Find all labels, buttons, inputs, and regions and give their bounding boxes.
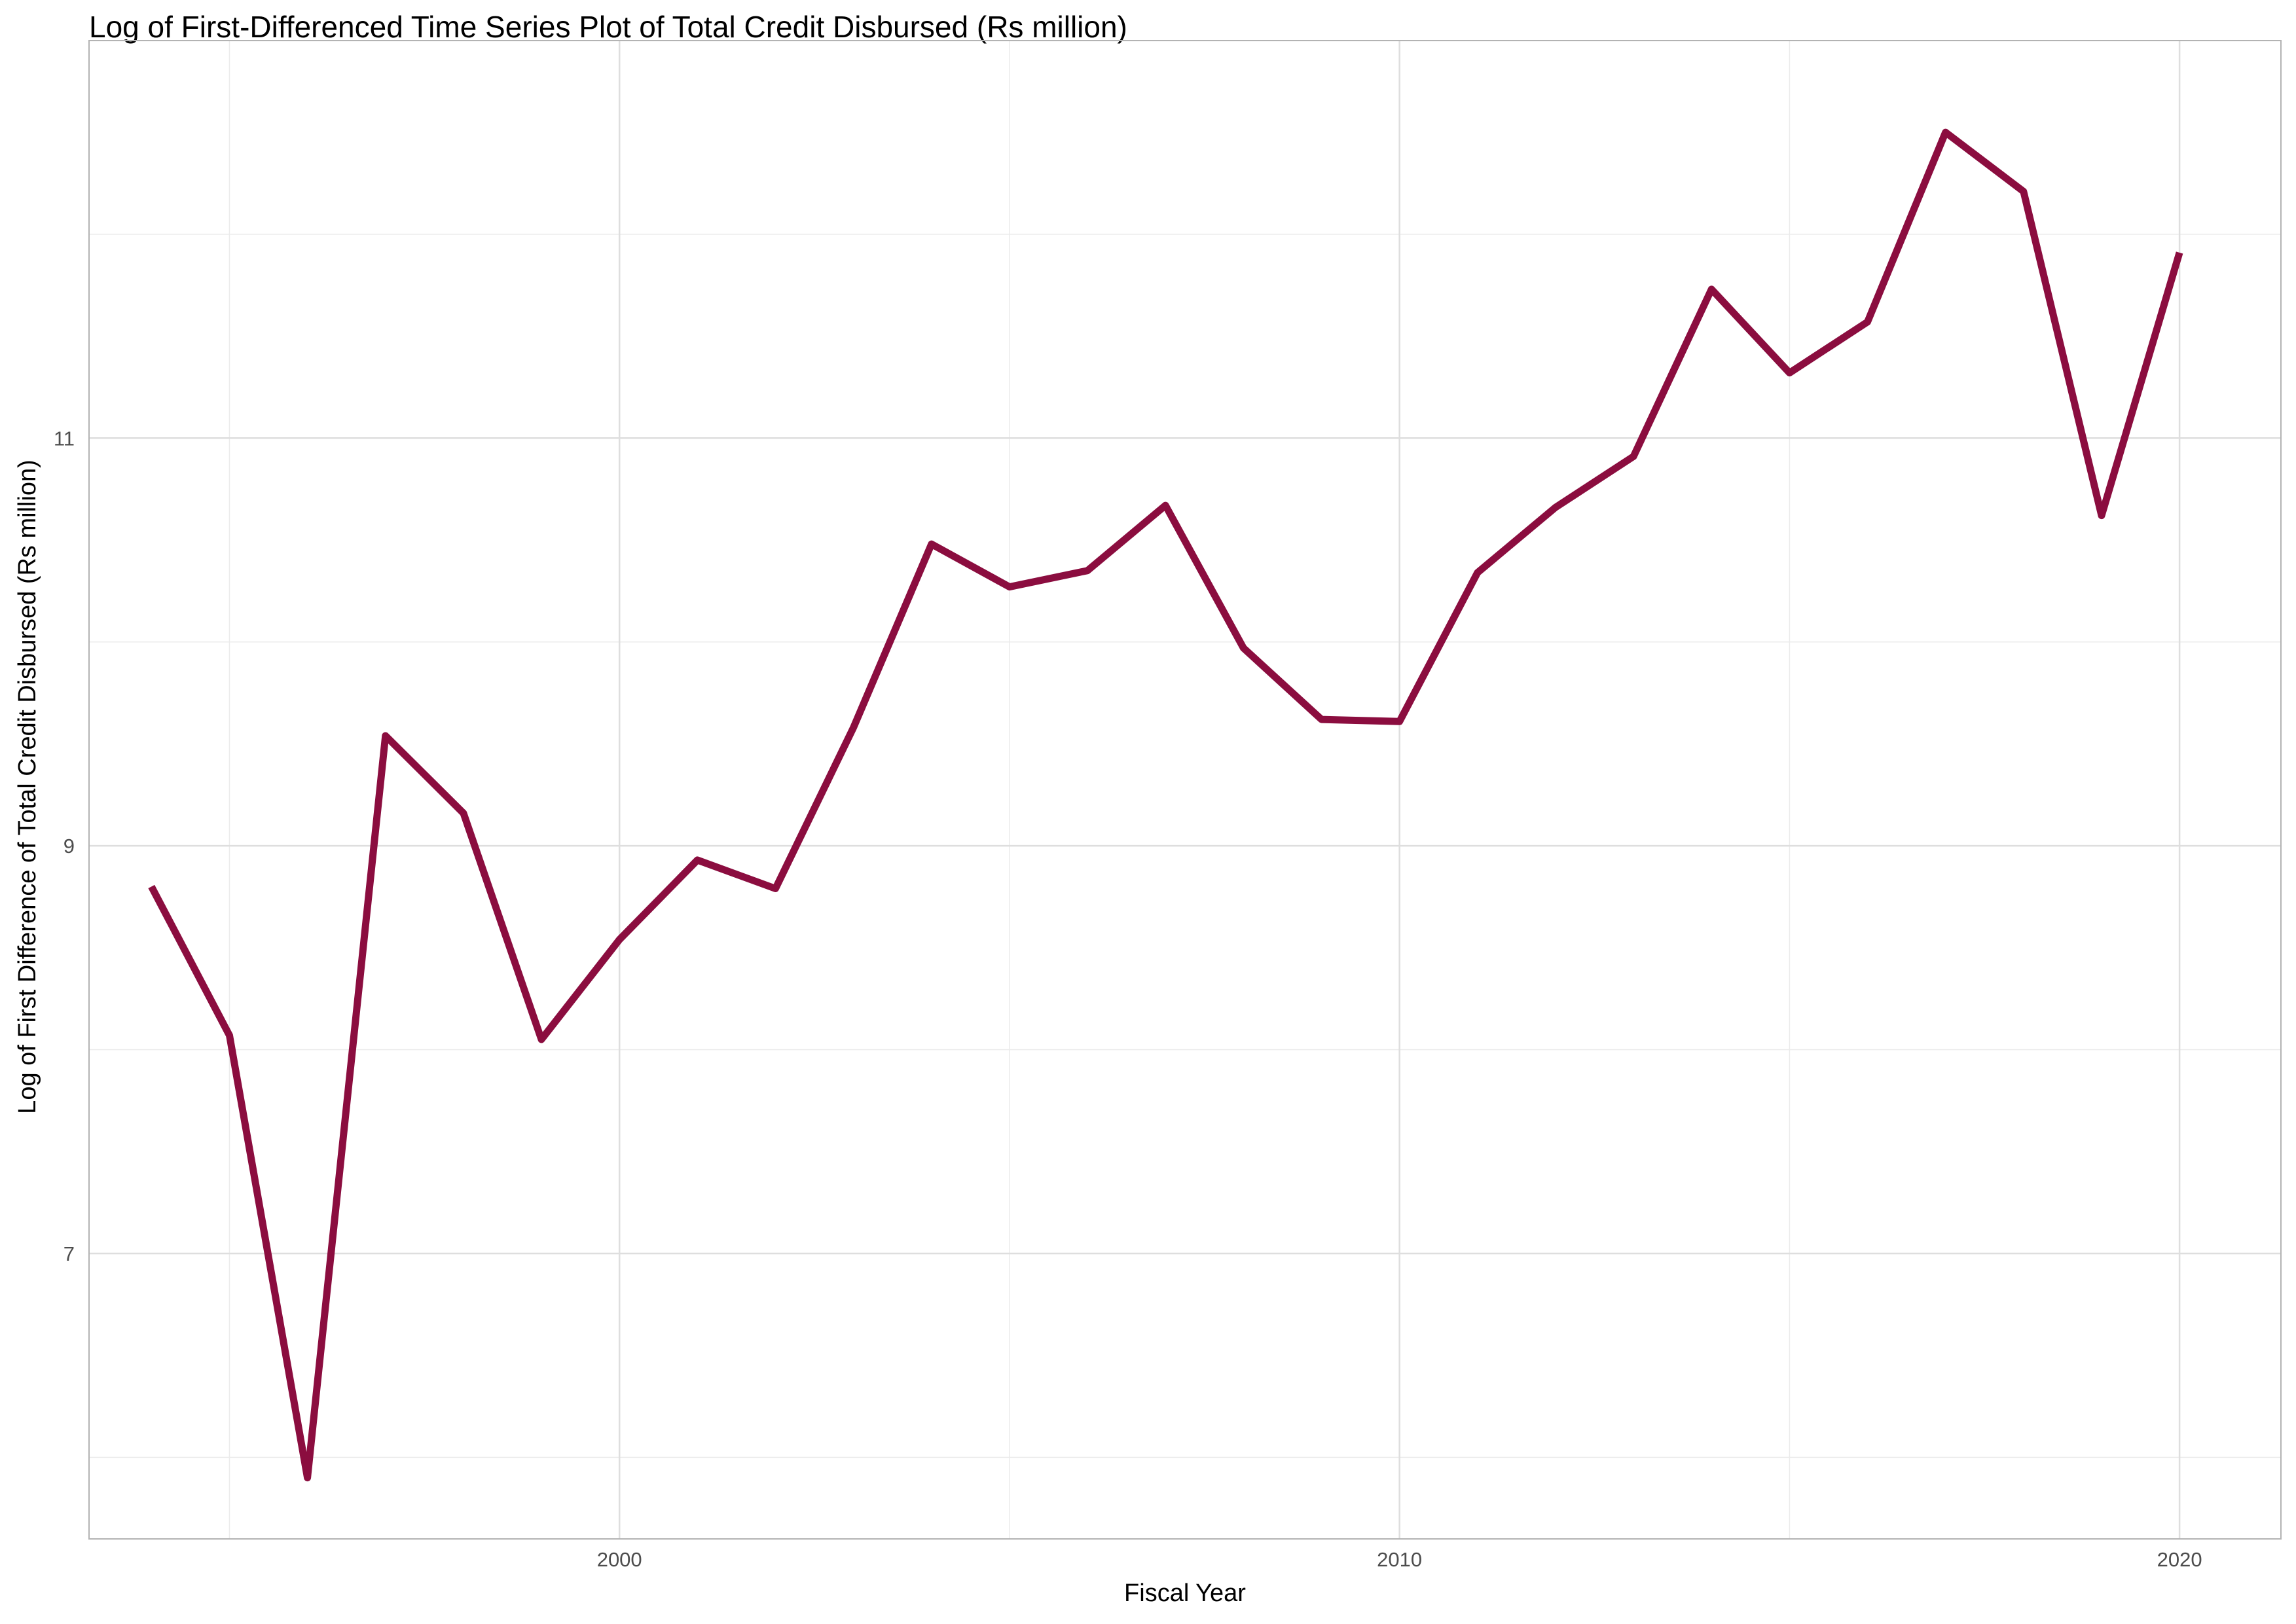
x-tick-label: 2010 (1377, 1548, 1422, 1571)
x-axis-title: Fiscal Year (1124, 1579, 1246, 1607)
y-tick-label: 7 (64, 1242, 75, 1265)
series-line (148, 128, 2183, 1482)
x-tick-label: 2000 (597, 1548, 642, 1571)
chart-title: Log of First-Differenced Time Series Plo… (89, 10, 1127, 44)
y-tick-label: 11 (54, 427, 75, 450)
data-line-layer (148, 128, 2183, 1482)
tick-labels: 2000 2010 2020 7 9 11 (54, 427, 2202, 1571)
plot-panel-border (88, 40, 2282, 1540)
grid-lines (89, 41, 2281, 1539)
x-tick-label: 2020 (2157, 1548, 2202, 1571)
y-tick-label: 9 (64, 835, 75, 857)
y-axis-title: Log of First Difference of Total Credit … (14, 460, 41, 1114)
